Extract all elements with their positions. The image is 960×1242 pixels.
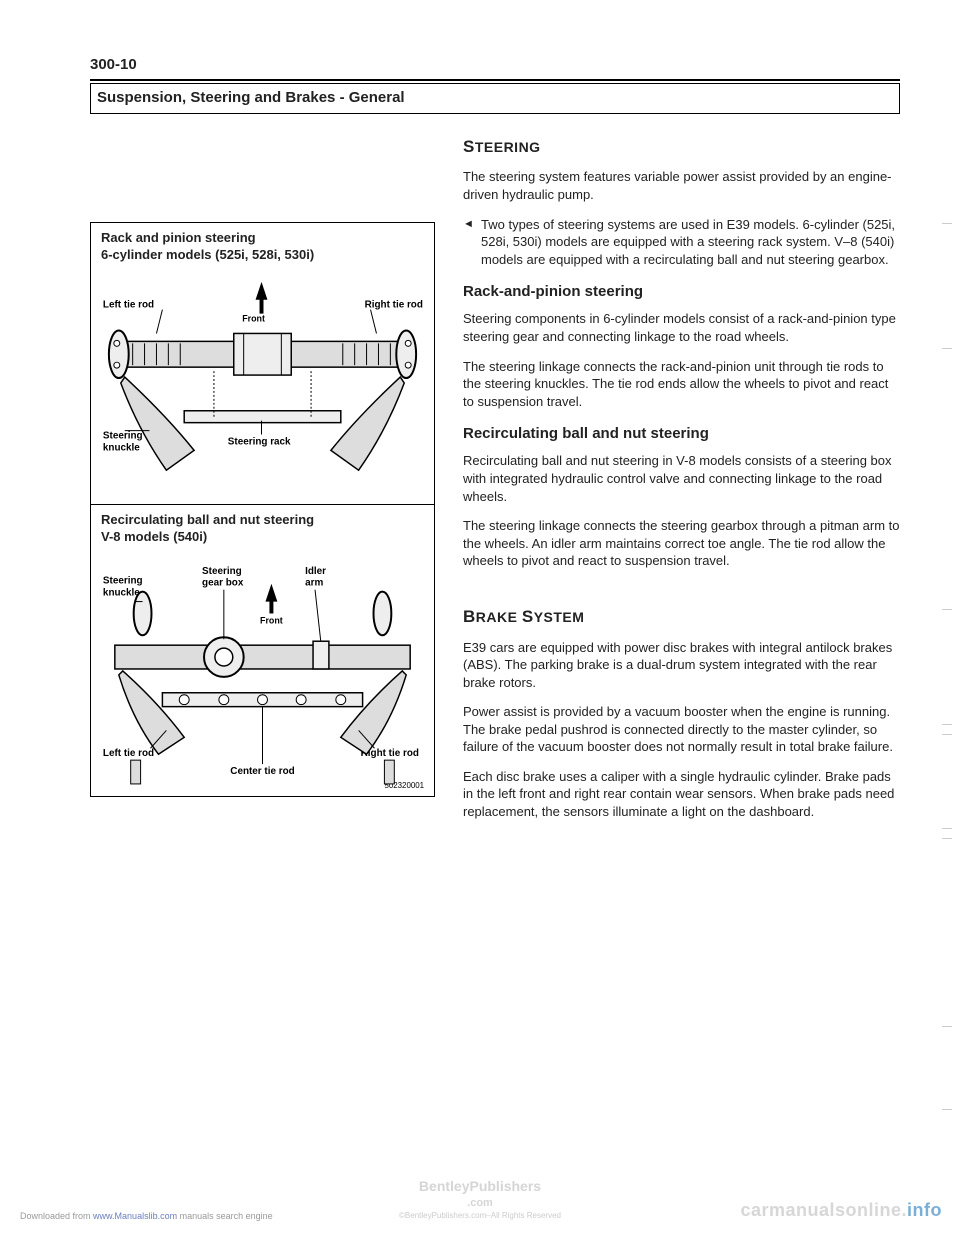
b-front-arrow-icon [265,583,277,601]
diagram-bottom-area: Steering knuckle Steering gear box Idler… [91,548,434,796]
recirc-diagram-svg: Steering knuckle Steering gear box Idler… [95,554,430,792]
label-b-center-tie-rod: Center tie rod [230,766,294,777]
diagram-top-title-line2: 6-cylinder models (525i, 528i, 530i) [101,246,424,264]
para-brake-1: E39 cars are equipped with power disc br… [463,639,900,692]
right-margin-ticks [928,140,952,1182]
left-hub [109,330,129,378]
label-b-left-tie-rod: Left tie rod [103,748,154,759]
para-steering-intro: The steering system features variable po… [463,168,900,203]
rack-pinion-diagram-svg: Left tie rod Right tie rod Front Steerin… [95,272,430,500]
b-left-hub [134,591,152,635]
steering-rack-tube [184,410,341,422]
page-container: 300-10 Suspension, Steering and Brakes -… [0,0,960,1242]
label-b-steering-knuckle-1: Steering [103,575,143,586]
diagram-top-title-line1: Rack and pinion steering [101,229,424,247]
left-a-arm [121,377,194,470]
para-recirc-1: Recirculating ball and nut steering in V… [463,452,900,505]
b-right-hub [374,591,392,635]
diagram-top-title: Rack and pinion steering 6-cylinder mode… [91,223,434,266]
label-b-idler-1: Idler [305,565,326,576]
para-rack-1: Steering components in 6-cylinder models… [463,310,900,345]
section-header-box: Suspension, Steering and Brakes - Genera… [90,83,900,113]
para-steering-types: Two types of steering systems are used i… [463,216,900,269]
para-brake-2: Power assist is provided by a vacuum boo… [463,703,900,756]
left-column: Rack and pinion steering 6-cylinder mode… [90,132,435,833]
label-steering-rack: Steering rack [228,436,291,447]
label-b-gearbox-2: gear box [202,577,244,588]
diagram-top-area: Left tie rod Right tie rod Front Steerin… [91,266,434,504]
label-front: Front [242,313,265,323]
right-column: STEERING The steering system features va… [463,132,900,833]
site-watermark: carmanualsonline.info [740,1198,942,1222]
label-b-gearbox-1: Steering [202,565,242,576]
page-footer: BentleyPublishers .com ©BentleyPublisher… [0,1177,960,1222]
b-right-a-arm [341,671,406,754]
download-prefix: Downloaded from [20,1211,93,1221]
label-b-front: Front [260,615,283,625]
front-arrow-stem [260,297,264,313]
section-header-title: Suspension, Steering and Brakes - Genera… [97,89,405,106]
b-front-arrow-stem [269,599,273,613]
leader-right-tierod [371,309,377,333]
leader-left-tierod [156,309,162,333]
label-steering-knuckle-2: knuckle [103,442,140,453]
para-rack-2: The steering linkage connects the rack-a… [463,358,900,411]
page-number: 300-10 [90,55,900,75]
heading-brake-system: BRAKE SYSTEM [463,606,900,629]
para-brake-3: Each disc brake uses a caliper with a si… [463,768,900,821]
diagram-bottom-title: Recirculating ball and nut steering V-8 … [91,505,434,548]
b-left-a-arm [119,671,184,754]
two-column-layout: Rack and pinion steering 6-cylinder mode… [90,132,900,833]
heading-rack-pinion: Rack-and-pinion steering [463,282,900,302]
publisher-watermark: BentleyPublishers [0,1177,960,1196]
label-steering-knuckle-1: Steering [103,430,143,441]
label-b-steering-knuckle-2: knuckle [103,587,140,598]
download-suffix: manuals search engine [177,1211,273,1221]
right-a-arm [331,377,404,470]
heading-steering-text: TEERING [475,139,541,155]
label-b-idler-2: arm [305,577,323,588]
right-hub [396,330,416,378]
label-left-tie-rod: Left tie rod [103,299,154,310]
para-recirc-2: The steering linkage connects the steeri… [463,517,900,570]
download-source: Downloaded from www.Manualslib.com manua… [20,1210,273,1222]
diagram-bottom-title-line2: V-8 models (540i) [101,528,424,546]
front-arrow-icon [256,282,268,300]
b-crossmember [115,645,410,669]
heading-recirc: Recirculating ball and nut steering [463,424,900,444]
center-block [234,333,291,375]
diagram-bottom-title-line1: Recirculating ball and nut steering [101,511,424,529]
download-link[interactable]: www.Manualslib.com [93,1211,177,1221]
diagram-box: Rack and pinion steering 6-cylinder mode… [90,222,435,797]
top-rule [90,79,900,81]
label-right-tie-rod: Right tie rod [365,299,423,310]
b-idler-arm [313,641,329,669]
heading-steering: STEERING [463,136,900,159]
